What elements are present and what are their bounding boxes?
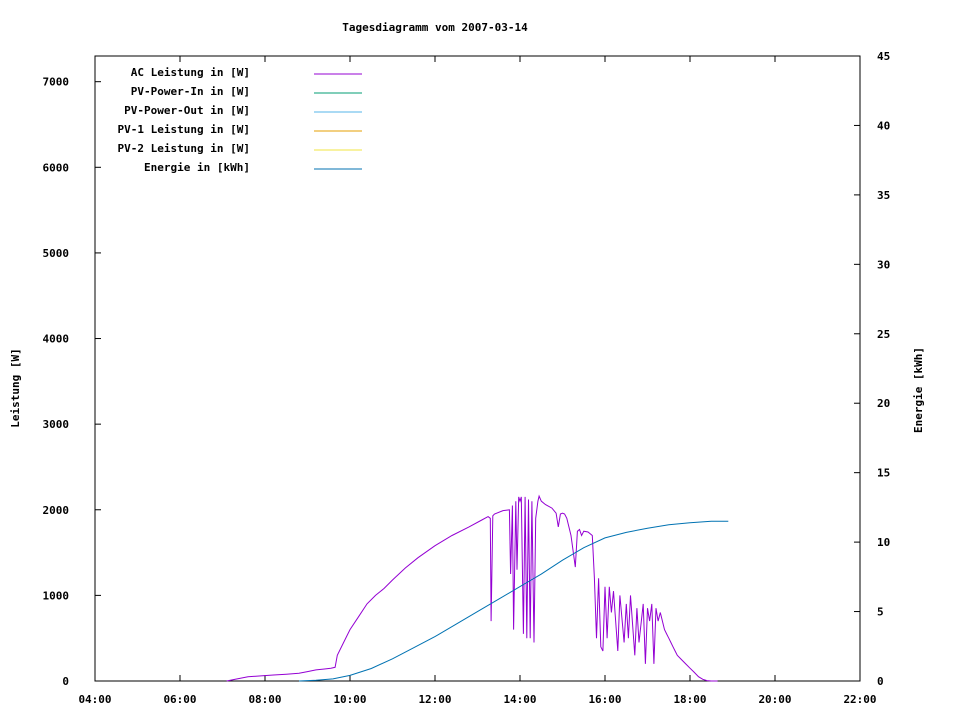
y2-tick-label: 25 bbox=[877, 328, 890, 341]
x-tick-label: 08:00 bbox=[248, 693, 281, 706]
y2-tick-label: 10 bbox=[877, 536, 890, 549]
y-tick-label: 6000 bbox=[43, 161, 70, 174]
y-tick-label: 0 bbox=[62, 675, 69, 688]
y2-tick-label: 45 bbox=[877, 50, 890, 63]
chart-title: Tagesdiagramm vom 2007-03-14 bbox=[342, 21, 528, 34]
y2-tick-label: 30 bbox=[877, 258, 890, 271]
axis-ticks: 04:00 06:00 08:00 10:00 12:00 14:00 16:00 18:00… bbox=[43, 50, 891, 706]
y-tick-label: 5000 bbox=[43, 247, 70, 260]
legend-label: PV-Power-Out in [W] bbox=[124, 104, 250, 117]
y-tick-label: 7000 bbox=[43, 76, 70, 89]
x-tick-label: 10:00 bbox=[333, 693, 366, 706]
x-tick-label: 06:00 bbox=[163, 693, 196, 706]
legend-label: AC Leistung in [W] bbox=[131, 66, 250, 79]
y2-tick-label: 0 bbox=[877, 675, 884, 688]
y2-tick-label: 15 bbox=[877, 467, 890, 480]
x-tick-label: 12:00 bbox=[418, 693, 451, 706]
y2-tick-label: 5 bbox=[877, 606, 884, 619]
y-tick-label: 1000 bbox=[43, 589, 70, 602]
x-tick-label: 16:00 bbox=[588, 693, 621, 706]
x-tick-label: 20:00 bbox=[758, 693, 791, 706]
legend: AC Leistung in [W] PV-Power-In in [W] PV-P… bbox=[118, 66, 362, 174]
series-line-energie-in-kwh bbox=[298, 520, 729, 682]
y-tick-label: 4000 bbox=[43, 333, 70, 346]
x-tick-label: 18:00 bbox=[673, 693, 706, 706]
series-group bbox=[226, 494, 729, 682]
plot-frame bbox=[94, 55, 861, 682]
y2-axis-label: Energie [kWh] bbox=[912, 347, 925, 433]
x-tick-label: 22:00 bbox=[843, 693, 876, 706]
y2-tick-label: 40 bbox=[877, 119, 890, 132]
y-tick-label: 2000 bbox=[43, 504, 70, 517]
legend-label: PV-2 Leistung in [W] bbox=[118, 142, 250, 155]
legend-label: PV-1 Leistung in [W] bbox=[118, 123, 250, 136]
legend-label: PV-Power-In in [W] bbox=[131, 85, 250, 98]
y-tick-label: 3000 bbox=[43, 418, 70, 431]
y2-tick-label: 20 bbox=[877, 397, 890, 410]
series-line-ac-leistung-in-w bbox=[226, 494, 718, 682]
x-tick-label: 04:00 bbox=[78, 693, 111, 706]
x-tick-label: 14:00 bbox=[503, 693, 536, 706]
y2-tick-label: 35 bbox=[877, 189, 890, 202]
legend-label: Energie in [kWh] bbox=[144, 161, 250, 174]
y-axis-label: Leistung [W] bbox=[9, 348, 22, 427]
